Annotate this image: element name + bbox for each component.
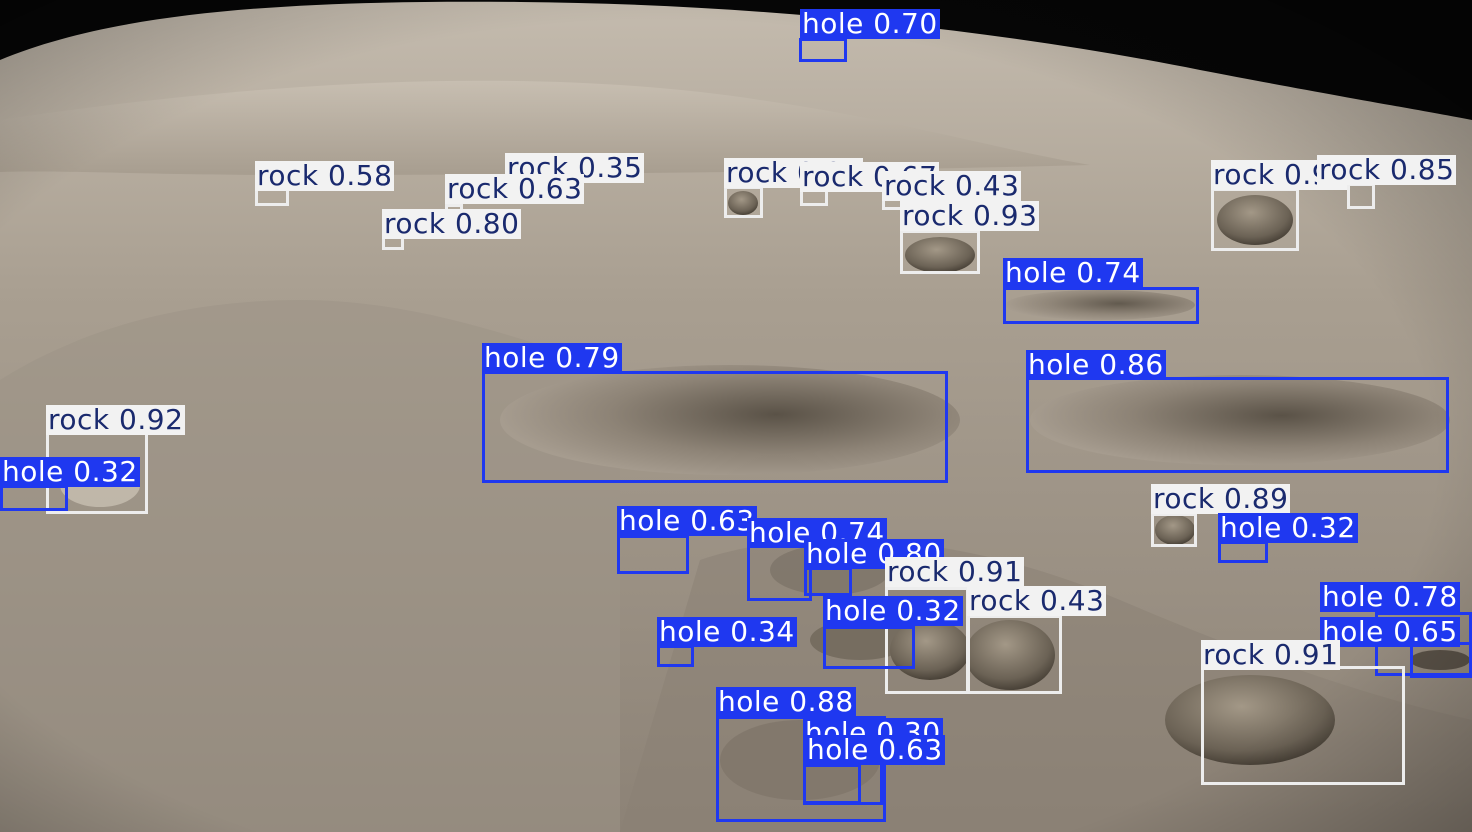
rock-detection-label: rock 0.43	[967, 584, 1107, 617]
rock-bounding-box	[967, 615, 1062, 694]
hole-bounding-box	[799, 38, 847, 62]
rock-detection-label: rock 0.89	[1151, 482, 1291, 515]
hole-bounding-box	[1218, 541, 1268, 563]
hole-detection-label: hole 0.34	[657, 615, 797, 648]
rock-detection-label: rock 0.91	[1201, 638, 1341, 671]
hole-bounding-box	[747, 545, 812, 601]
hole-detection-label: hole 0.63	[805, 733, 945, 766]
hole-bounding-box	[617, 535, 689, 574]
hole-detection-label: hole 0.32	[1218, 511, 1358, 544]
hole-detection-label: hole 0.32	[823, 594, 963, 627]
hole-detection-label: hole 0.74	[1003, 256, 1143, 289]
rock-detection-label: rock 0.80	[382, 207, 522, 240]
hole-detection-label: hole 0.78	[1320, 580, 1460, 613]
rock-bounding-box	[1201, 666, 1405, 785]
hole-bounding-box	[0, 485, 68, 511]
hole-detection-label: hole 0.70	[800, 7, 940, 40]
hole-bounding-box	[1026, 377, 1449, 473]
hole-detection-label: hole 0.88	[716, 685, 856, 718]
rock-detection-label: rock 0.58	[255, 159, 395, 192]
hole-bounding-box	[1003, 287, 1199, 324]
rock-detection-label: rock 0.93	[900, 199, 1040, 232]
rock-bounding-box	[1151, 513, 1197, 547]
rock-detection-label: rock 0.63	[445, 172, 585, 205]
hole-bounding-box	[716, 716, 886, 822]
rock-bounding-box	[1211, 188, 1299, 251]
rock-bounding-box	[900, 230, 980, 274]
rock-bounding-box	[724, 186, 763, 218]
rock-detection-label: rock 0.92	[46, 403, 186, 436]
hole-detection-label: hole 0.65	[1320, 615, 1460, 648]
hole-detection-label: hole 0.86	[1026, 348, 1166, 381]
hole-bounding-box	[657, 645, 694, 667]
hole-bounding-box	[482, 371, 948, 483]
rock-bounding-box	[1347, 183, 1375, 209]
rock-detection-label: rock 0.85	[1317, 153, 1457, 186]
hole-bounding-box	[803, 764, 861, 804]
hole-detection-label: hole 0.79	[482, 341, 622, 374]
hole-bounding-box	[823, 626, 915, 669]
hole-bounding-box	[804, 567, 852, 596]
rock-detection-label: rock 0.43	[882, 169, 1022, 202]
hole-detection-label: hole 0.63	[617, 504, 757, 537]
hole-detection-label: hole 0.32	[0, 455, 140, 488]
rock-detection-label: rock 0.91	[885, 555, 1025, 588]
